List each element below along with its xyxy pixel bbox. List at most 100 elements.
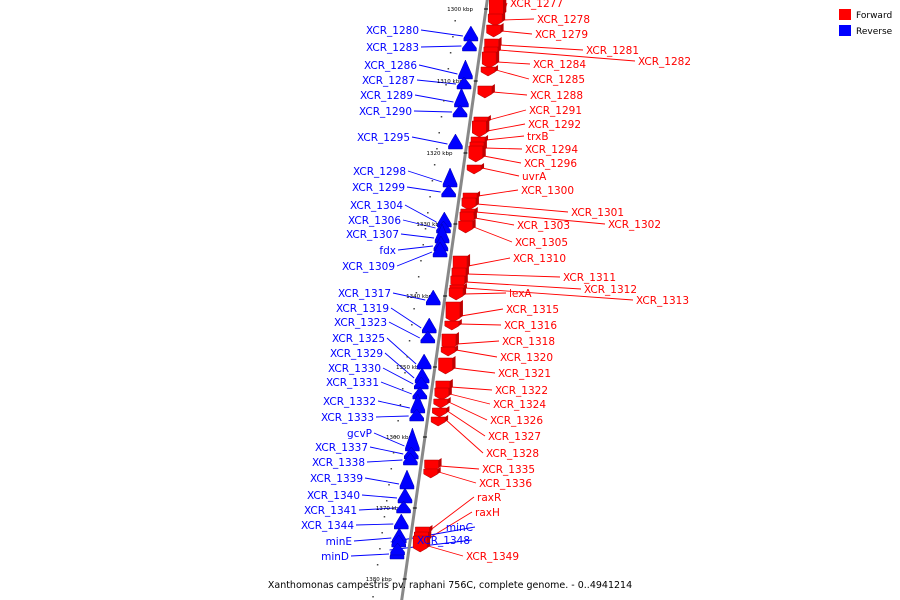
gene-label[interactable]: XCR_1281 xyxy=(586,45,639,57)
gene-label[interactable]: XCR_1326 xyxy=(490,415,543,427)
gene-label[interactable]: XCR_1282 xyxy=(638,56,691,68)
gene-glyph[interactable] xyxy=(448,133,463,150)
gene-label[interactable]: XCR_1303 xyxy=(517,220,570,232)
gene-label[interactable]: XCR_1294 xyxy=(525,144,578,156)
gene-label[interactable]: XCR_1306 xyxy=(348,215,401,227)
reverse-gene-arrow[interactable] xyxy=(397,487,413,504)
forward-gene-arrow[interactable] xyxy=(444,320,460,331)
reverse-gene-arrow[interactable] xyxy=(456,76,472,90)
gene-label[interactable]: XCR_1302 xyxy=(608,219,661,231)
gene-glyph[interactable] xyxy=(458,59,473,80)
gene-glyph[interactable] xyxy=(399,469,415,490)
gene-label[interactable]: minD xyxy=(321,551,349,563)
gene-label[interactable]: XCR_1309 xyxy=(342,261,395,273)
gene-label[interactable]: XCR_1288 xyxy=(530,90,583,102)
reverse-gene-arrow[interactable] xyxy=(412,386,428,400)
gene-glyph[interactable] xyxy=(486,23,504,38)
forward-gene-arrow[interactable] xyxy=(445,301,461,323)
forward-gene-arrow[interactable] xyxy=(423,468,438,479)
gene-label[interactable]: XCR_1304 xyxy=(350,200,403,212)
gene-glyph[interactable] xyxy=(413,376,429,390)
gene-label[interactable]: raxR xyxy=(477,492,501,504)
gene-glyph[interactable] xyxy=(442,167,458,188)
gene-label[interactable]: XCR_1315 xyxy=(506,304,559,316)
gene-glyph[interactable] xyxy=(454,87,469,108)
gene-label[interactable]: XCR_1324 xyxy=(493,399,546,411)
gene-label[interactable]: XCR_1286 xyxy=(364,60,417,72)
forward-gene-arrow[interactable] xyxy=(434,387,450,401)
reverse-gene-arrow[interactable] xyxy=(463,25,479,42)
forward-gene-arrow[interactable] xyxy=(466,164,482,175)
gene-label[interactable]: XCR_1332 xyxy=(323,396,376,408)
gene-glyph[interactable] xyxy=(409,408,424,422)
gene-label[interactable]: gcvP xyxy=(347,428,372,440)
gene-glyph[interactable] xyxy=(456,76,472,90)
gene-label[interactable]: XCR_1319 xyxy=(336,303,389,315)
gene-glyph[interactable] xyxy=(481,50,500,69)
gene-label[interactable]: minC xyxy=(446,522,473,534)
gene-label[interactable]: XCR_1336 xyxy=(479,478,532,490)
gene-label[interactable]: XCR_1331 xyxy=(326,377,379,389)
forward-gene-arrow[interactable] xyxy=(486,24,501,38)
gene-glyph[interactable] xyxy=(397,487,413,504)
gene-glyph[interactable] xyxy=(433,397,451,409)
gene-glyph[interactable] xyxy=(434,223,450,244)
reverse-gene-arrow[interactable] xyxy=(437,211,452,228)
gene-label[interactable]: lexA xyxy=(509,288,532,300)
gene-glyph[interactable] xyxy=(437,211,452,228)
gene-glyph[interactable] xyxy=(391,534,406,548)
forward-gene-arrow[interactable] xyxy=(458,220,473,234)
forward-gene-arrow[interactable] xyxy=(477,85,493,99)
reverse-gene-arrow[interactable] xyxy=(391,534,406,548)
forward-gene-arrow[interactable] xyxy=(430,416,446,427)
gene-glyph[interactable] xyxy=(420,330,436,344)
gene-label[interactable]: XCR_1318 xyxy=(502,336,555,348)
gene-label[interactable]: fdx xyxy=(379,245,396,257)
gene-glyph[interactable] xyxy=(438,356,456,375)
gene-glyph[interactable] xyxy=(434,386,452,401)
gene-label[interactable]: XCR_1341 xyxy=(304,505,357,517)
reverse-gene-arrow[interactable] xyxy=(403,452,418,466)
reverse-gene-arrow[interactable] xyxy=(442,167,458,188)
gene-label[interactable]: XCR_1322 xyxy=(495,385,548,397)
gene-label[interactable]: XCR_1348 xyxy=(417,535,470,547)
gene-label[interactable]: XCR_1279 xyxy=(535,29,588,41)
gene-label[interactable]: XCR_1312 xyxy=(584,284,637,296)
gene-label[interactable]: XCR_1287 xyxy=(362,75,415,87)
gene-label[interactable]: XCR_1325 xyxy=(332,333,385,345)
gene-label[interactable]: XCR_1337 xyxy=(315,442,368,454)
reverse-gene-arrow[interactable] xyxy=(396,500,411,514)
gene-glyph[interactable] xyxy=(432,241,448,258)
gene-label[interactable]: XCR_1292 xyxy=(528,119,581,131)
gene-label[interactable]: XCR_1323 xyxy=(334,317,387,329)
reverse-gene-arrow[interactable] xyxy=(448,133,463,150)
forward-gene-arrow[interactable] xyxy=(461,197,477,211)
gene-label[interactable]: XCR_1285 xyxy=(532,74,585,86)
reverse-gene-arrow[interactable] xyxy=(454,87,469,108)
gene-label[interactable]: XCR_1313 xyxy=(636,295,689,307)
gene-label[interactable]: XCR_1289 xyxy=(360,90,413,102)
gene-label[interactable]: XCR_1300 xyxy=(521,185,574,197)
gene-glyph[interactable] xyxy=(414,367,430,384)
gene-label[interactable]: XCR_1320 xyxy=(500,352,553,364)
gene-glyph[interactable] xyxy=(405,427,420,452)
gene-label[interactable]: XCR_1295 xyxy=(357,132,410,144)
reverse-gene-arrow[interactable] xyxy=(425,289,441,306)
gene-label[interactable]: XCR_1299 xyxy=(352,182,405,194)
gene-label[interactable]: uvrA xyxy=(522,171,547,183)
gene-glyph[interactable] xyxy=(472,119,490,138)
gene-label[interactable]: XCR_1298 xyxy=(353,166,406,178)
gene-glyph[interactable] xyxy=(477,84,495,99)
reverse-gene-arrow[interactable] xyxy=(399,469,415,490)
gene-label[interactable]: raxH xyxy=(475,507,500,519)
gene-glyph[interactable] xyxy=(444,319,462,331)
reverse-gene-arrow[interactable] xyxy=(390,542,405,556)
gene-glyph[interactable] xyxy=(403,452,418,466)
gene-glyph[interactable] xyxy=(458,219,476,234)
gene-glyph[interactable] xyxy=(445,300,463,323)
gene-label[interactable]: XCR_1305 xyxy=(515,237,568,249)
forward-gene-arrow[interactable] xyxy=(440,346,456,357)
gene-label[interactable]: XCR_1310 xyxy=(513,253,566,265)
gene-label[interactable]: XCR_1307 xyxy=(346,229,399,241)
gene-label[interactable]: XCR_1349 xyxy=(466,551,519,563)
